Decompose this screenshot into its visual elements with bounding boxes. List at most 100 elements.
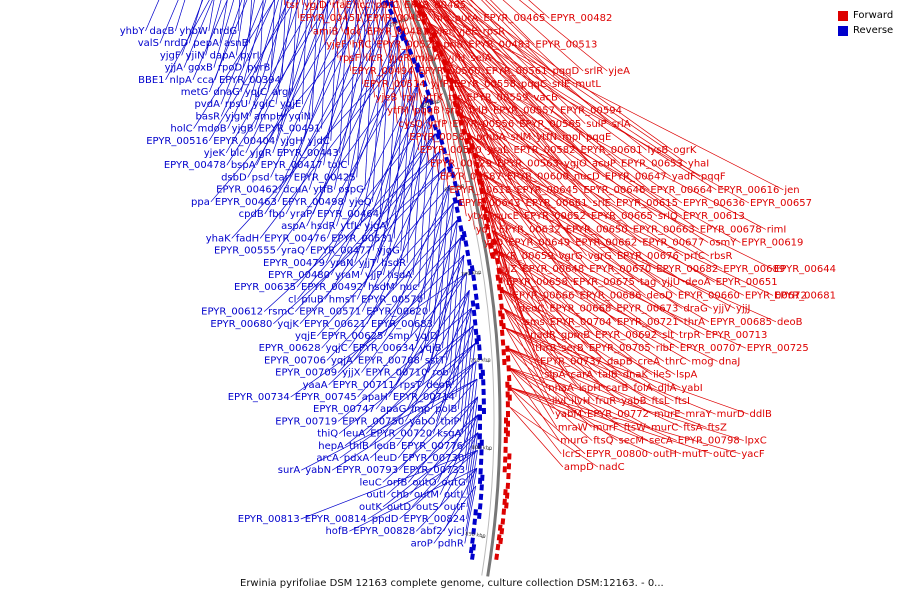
gene-label-reverse: EPYR_00709 (275, 368, 337, 379)
gene-connector-reverse (321, 0, 329, 129)
feature-block (503, 437, 508, 444)
gene-connector-reverse (449, 237, 462, 373)
gene-label-forward: deoD (647, 290, 674, 301)
gene-label-forward: yjjV (713, 304, 731, 315)
gene-label-reverse: yjjX (342, 368, 360, 379)
gene-connector-reverse (437, 396, 479, 483)
gene-label-reverse: yjgR (250, 148, 272, 159)
gene-label-forward: EPYR_00725 (747, 343, 809, 354)
gene-connector-forward (505, 327, 654, 415)
gene-connector-forward (428, 22, 750, 204)
feature-block (461, 128, 467, 136)
gene-label-reverse: yjgB (232, 124, 254, 135)
gene-label-forward: EPYR_00686 (580, 290, 642, 301)
gene-connector-reverse (226, 0, 331, 166)
gene-connector-reverse (334, 0, 374, 190)
feature-block (426, 105, 433, 113)
gene-label-reverse: EPYR_00417 (261, 160, 323, 171)
gene-connector-forward (423, 0, 574, 177)
gene-connector-forward (456, 96, 710, 257)
gene-label-forward: rpsF (339, 53, 361, 64)
feature-block (471, 309, 477, 317)
gene-label-reverse: leuD (374, 453, 397, 464)
feature-block (507, 394, 512, 401)
gene-label-reverse: asnB (224, 38, 249, 49)
gene-connector-reverse (361, 237, 462, 373)
gene-connector-forward (435, 40, 467, 217)
gene-connector-reverse (397, 361, 477, 459)
gene-label-reverse: dapA (210, 50, 236, 61)
gene-label-forward: EPYR_00713 (705, 330, 767, 341)
gene-label-forward: EPYR_00665 (591, 211, 653, 222)
gene-connector-reverse (193, 0, 275, 129)
gene-connector-forward (405, 0, 448, 98)
gene-connector-reverse (396, 343, 476, 447)
feature-block (499, 303, 504, 310)
feature-block (477, 171, 483, 179)
gene-connector-reverse (183, 0, 213, 68)
feature-block (463, 137, 470, 145)
gene-connector-forward (509, 406, 599, 468)
feature-block (481, 388, 486, 395)
gene-label-reverse: orfB (387, 477, 408, 488)
gene-connector-reverse (344, 343, 476, 447)
gene-label-reverse: hsdM (368, 282, 395, 293)
gene-connector-reverse (321, 202, 454, 349)
gene-connector-forward (509, 387, 682, 455)
gene-label-forward: yraL (487, 145, 509, 156)
gene-label-forward: EPYR_00601 (581, 145, 643, 156)
gene-label-reverse: outO (412, 477, 436, 488)
gene-connector-reverse (219, 0, 228, 44)
gene-label-forward: priB (443, 40, 463, 51)
gene-connector-reverse (242, 0, 255, 68)
gene-label-forward: EPYR_00658 (506, 277, 568, 288)
gene-label-forward: EPYR_00659 (492, 251, 554, 262)
gene-connector-reverse (323, 0, 352, 166)
gene-label-reverse: hsdR (381, 258, 406, 269)
feature-block (410, 57, 417, 65)
gene-connector-reverse (398, 378, 478, 471)
gene-label-reverse: EPYR_00612 (201, 307, 263, 318)
gene-label-forward: pqqE (586, 132, 611, 143)
feature-block (493, 248, 499, 255)
gene-connector-forward (473, 152, 646, 296)
gene-label-forward: EPYR_00550 (420, 145, 482, 156)
feature-block (481, 407, 486, 415)
gene-label-forward: slpA (544, 370, 565, 381)
feature-block (496, 267, 502, 275)
feature-block (466, 133, 473, 141)
gene-label-forward: EPYR_00663 (633, 224, 695, 235)
gene-connector-reverse (214, 0, 243, 80)
gene-label-forward: EPYR_00556 (452, 119, 514, 130)
feature-block (472, 319, 478, 326)
gene-label-forward: EPYR_00660 (678, 290, 740, 301)
feature-block (473, 328, 479, 336)
feature-block (500, 518, 506, 525)
gene-label-forward: gpmB (561, 330, 590, 341)
gene-label-reverse: thiP (440, 416, 459, 427)
gene-label-reverse: EPYR_00683 (371, 319, 433, 330)
gene-connector-reverse (254, 0, 301, 129)
gene-connector-reverse (436, 307, 472, 422)
gene-label-forward: EPYR_00616 (717, 185, 779, 196)
gene-connector-reverse (430, 290, 470, 410)
feature-block (481, 398, 486, 405)
gene-label-forward: carB (606, 383, 629, 394)
gene-connector-forward (396, 0, 430, 85)
feature-block (506, 472, 511, 480)
feature-block (456, 215, 462, 223)
feature-block (463, 240, 469, 247)
gene-label-reverse: EPYR_00711 (333, 380, 395, 391)
gene-connector-reverse (209, 0, 248, 93)
feature-block (483, 206, 489, 214)
gene-label-forward: lpxC (745, 436, 767, 447)
gene-label-reverse: yjdC (308, 136, 330, 147)
gene-label-forward: thrB (535, 343, 556, 354)
gene-label-forward: srlQ (658, 211, 678, 222)
gene-connector-reverse (423, 133, 436, 300)
gene-connector-reverse (395, 116, 431, 288)
feature-block (499, 286, 504, 294)
feature-block (505, 430, 510, 437)
